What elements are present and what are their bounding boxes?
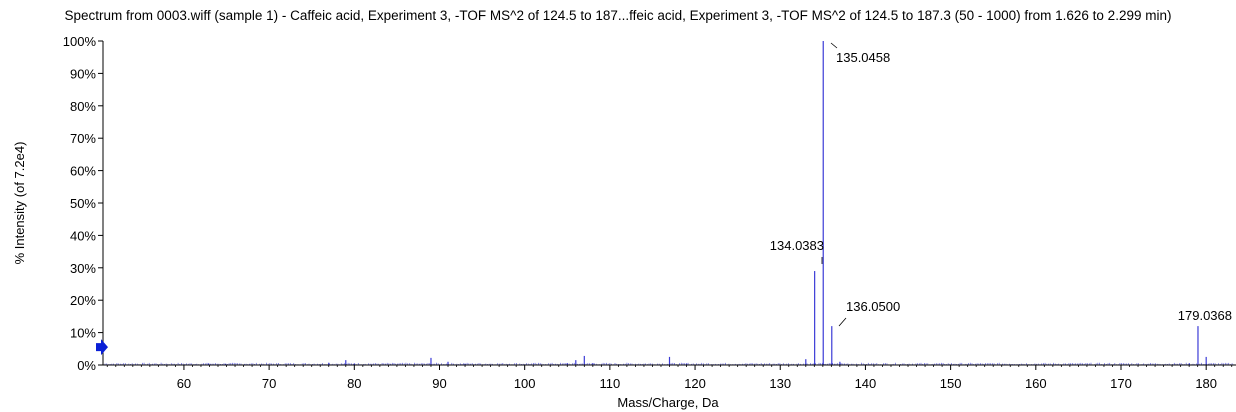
y-tick-label: 60% (70, 164, 96, 179)
x-tick-label: 150 (940, 376, 962, 391)
x-tick-label: 70 (262, 376, 276, 391)
peak-label: 179.0368 (1178, 308, 1232, 323)
x-axis-label: Mass/Charge, Da (617, 395, 719, 410)
x-tick-label: 110 (600, 376, 621, 391)
peak-label-leader (830, 42, 838, 49)
y-tick-label: 10% (70, 326, 96, 341)
peak-label: 134.0383 (770, 238, 824, 253)
y-tick-label: 70% (70, 131, 96, 146)
x-tick-label: 120 (684, 376, 706, 391)
x-tick-label: 170 (1110, 376, 1132, 391)
x-tick-label: 180 (1195, 376, 1217, 391)
y-tick-label: 0% (77, 358, 96, 373)
axes: 0% 10% 20% 30% 40% 50% 60% 70% 80% 90% 100% 60 70 80 9… (63, 34, 1236, 391)
x-tick-label: 130 (769, 376, 791, 391)
peak-label-leader (838, 317, 847, 327)
x-tick-label: 100 (514, 376, 536, 391)
y-tick-label: 40% (70, 228, 96, 243)
y-tick-label: 80% (70, 99, 96, 114)
peak-label: 135.0458 (836, 50, 890, 65)
x-tick-label: 80 (347, 376, 361, 391)
y-tick-label: 20% (70, 293, 96, 308)
x-tick-label: 90 (432, 376, 446, 391)
y-tick-label: 100% (63, 34, 97, 49)
peaks-group (208, 41, 1207, 365)
peak-label: 136.0500 (846, 299, 900, 314)
threshold-arrow-icon (96, 339, 108, 356)
peak-labels: 135.0458 134.0383 136.0500 179.0368 (770, 42, 1232, 327)
y-tick-label: 50% (70, 196, 96, 211)
chart-title: Spectrum from 0003.wiff (sample 1) - Caf… (64, 8, 1172, 23)
x-tick-label: 60 (177, 376, 191, 391)
x-tick-label: 160 (1025, 376, 1047, 391)
y-tick-label: 90% (70, 66, 96, 81)
x-tick-label: 140 (855, 376, 877, 391)
y-axis-label: % Intensity (of 7.2e4) (12, 142, 27, 265)
y-tick-label: 30% (70, 261, 96, 276)
